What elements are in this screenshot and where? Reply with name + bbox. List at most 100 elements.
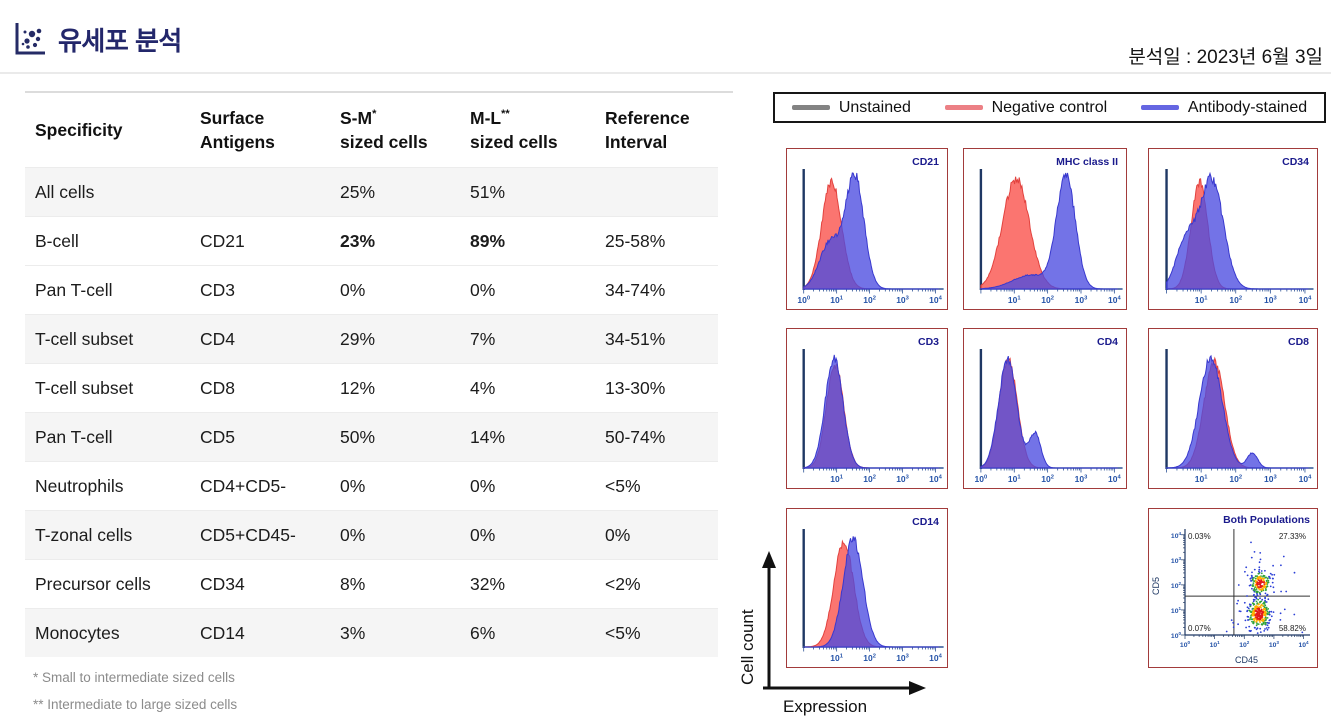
- table-footnotes: * Small to intermediate sized cells ** I…: [25, 665, 733, 718]
- table-cell: 12%: [340, 377, 376, 398]
- negative-control-swatch: [944, 105, 983, 110]
- table-cell: CD3: [200, 279, 236, 300]
- legend-label: Unstained: [838, 98, 911, 116]
- legend: Unstained Negative control Antibody-stai…: [773, 92, 1326, 123]
- legend-item-negative-control: Negative control: [944, 99, 1107, 117]
- col-header-specificity: Specificity: [35, 119, 123, 140]
- x-tick-label: 100: [797, 295, 810, 305]
- cd5-axis-label: CD5: [1151, 577, 1161, 595]
- table-row: Neutrophils CD4+CD5- 0% 0% <5%: [25, 461, 718, 511]
- x-tick-label: 103: [1264, 295, 1277, 305]
- panel-title: Both Populations: [1223, 514, 1310, 526]
- table-cell: 50-74%: [605, 426, 666, 447]
- antibody-stained-curve: [980, 172, 1118, 290]
- x-tick-label: 103: [1075, 295, 1088, 305]
- table-cell: <5%: [605, 622, 641, 643]
- table-row: Monocytes CD14 3% 6% <5%: [25, 608, 718, 658]
- x-tick-label: 101: [1008, 474, 1021, 484]
- table-cell: <2%: [605, 573, 641, 594]
- table-cell: 0%: [340, 475, 366, 496]
- flow-panel-cd34: 101 102 103 104 CD34: [1148, 148, 1318, 310]
- table-cell: 0%: [605, 524, 631, 545]
- table-cell: 34-74%: [605, 279, 666, 300]
- antibody-stained-curve: [803, 536, 939, 648]
- table-cell: Precursor cells: [35, 573, 151, 594]
- antibody-stained-curve: [980, 355, 1118, 469]
- x-tick-label: 103: [1075, 474, 1088, 484]
- panel-title: CD3: [918, 336, 939, 348]
- table-cell: 50%: [340, 426, 376, 447]
- negative-control-curve: [1166, 356, 1309, 469]
- page-title: 유세포 분석: [58, 25, 182, 56]
- antibody-stained-curve: [803, 354, 939, 469]
- col-header-ml-sized-cells: M-L** sized cells: [470, 108, 558, 152]
- table-cell: 6%: [470, 622, 496, 643]
- x-tick-label: 101: [830, 295, 843, 305]
- table-cell: T-cell subset: [35, 377, 134, 398]
- table-cell: 0%: [340, 524, 366, 545]
- table-cell: 7%: [470, 328, 496, 349]
- table-cell: CD4: [200, 328, 236, 349]
- x-tick-label: 102: [1229, 474, 1242, 484]
- antibody-stained-curve: [1165, 354, 1309, 469]
- legend-item-unstained: Unstained: [791, 98, 911, 117]
- x-tick-label: 104: [1108, 474, 1121, 484]
- table-cell: CD5: [200, 426, 236, 447]
- table-cell: 29%: [340, 328, 376, 349]
- table-cell: [595, 168, 718, 217]
- antibody-stained-swatch: [1140, 105, 1179, 110]
- table-cell: CD5+CD45-: [200, 524, 296, 545]
- x-tick-label: 104: [929, 474, 942, 484]
- legend-label: Antibody-stained: [1187, 98, 1308, 116]
- table-row: T-zonal cells CD5+CD45- 0% 0% 0%: [25, 510, 718, 560]
- flow-panel-both-populations: 100 101 102 103 104 100 101 102 103 104 0.03% 27.33…: [1148, 508, 1318, 668]
- y-tick-label: 104: [1171, 531, 1182, 540]
- table-cell: 13-30%: [605, 377, 666, 398]
- table-cell: Pan T-cell: [35, 279, 113, 300]
- expression-axis-label: Expression: [783, 697, 867, 716]
- table-cell: B-cell: [35, 230, 79, 251]
- table-row: T-cell subset CD4 29% 7% 34-51%: [25, 314, 718, 364]
- table-cell: 0%: [470, 279, 496, 300]
- x-tick-label: 104: [1299, 474, 1312, 484]
- table-cell: Neutrophils: [35, 475, 124, 496]
- x-tick-label: 101: [830, 474, 843, 484]
- antibody-stained-curve: [1165, 171, 1309, 290]
- table-cell: 4%: [470, 377, 496, 398]
- table-cell: 34-51%: [605, 328, 666, 349]
- flow-panel-cd14: 101 102 103 104 CD14: [786, 508, 948, 668]
- x-tick-label: 104: [1299, 295, 1312, 305]
- panel-title: CD14: [912, 516, 939, 528]
- table-cell: CD21: [200, 230, 245, 251]
- table-cell: 25-58%: [605, 230, 666, 251]
- table-cell: 51%: [470, 181, 506, 202]
- x-tick-label: 104: [929, 653, 942, 663]
- y-tick-label: 100: [1171, 631, 1182, 640]
- results-table-section: Specificity Surface Antigens S-M* sized ce…: [25, 91, 733, 718]
- x-tick-label: 101: [1210, 640, 1221, 649]
- axis-arrows: Cell count Expression: [738, 551, 926, 716]
- table-cell: CD8: [200, 377, 236, 398]
- table-cell: [190, 168, 330, 217]
- table-cell: <5%: [605, 475, 641, 496]
- y-tick-label: 101: [1171, 606, 1182, 615]
- unstained-swatch: [791, 105, 830, 110]
- table-cell: Monocytes: [35, 622, 120, 643]
- table-cell: 0%: [470, 475, 496, 496]
- x-tick-label: 102: [1041, 474, 1054, 484]
- quadrant-label-top-left: 0.03%: [1188, 532, 1211, 541]
- footnote-small-intermediate: * Small to intermediate sized cells: [33, 670, 235, 686]
- flow-panel-cd4: 100 101 102 103 104 CD4: [963, 328, 1127, 489]
- x-tick-label: 102: [863, 295, 876, 305]
- table-cell: 25%: [340, 181, 376, 202]
- scatter-chart-icon: [15, 23, 45, 55]
- y-tick-label: 103: [1171, 556, 1182, 565]
- x-axis-arrowhead: [909, 681, 926, 695]
- x-tick-label: 101: [830, 653, 843, 663]
- header-divider: [0, 72, 1331, 74]
- x-tick-label: 103: [896, 295, 909, 305]
- flow-panel-mhc-class-ii: 101 102 103 104 MHC class II: [963, 148, 1127, 310]
- y-tick-label: 102: [1171, 581, 1182, 590]
- x-tick-label: 102: [1229, 295, 1242, 305]
- table-row: All cells 25% 51%: [25, 167, 718, 217]
